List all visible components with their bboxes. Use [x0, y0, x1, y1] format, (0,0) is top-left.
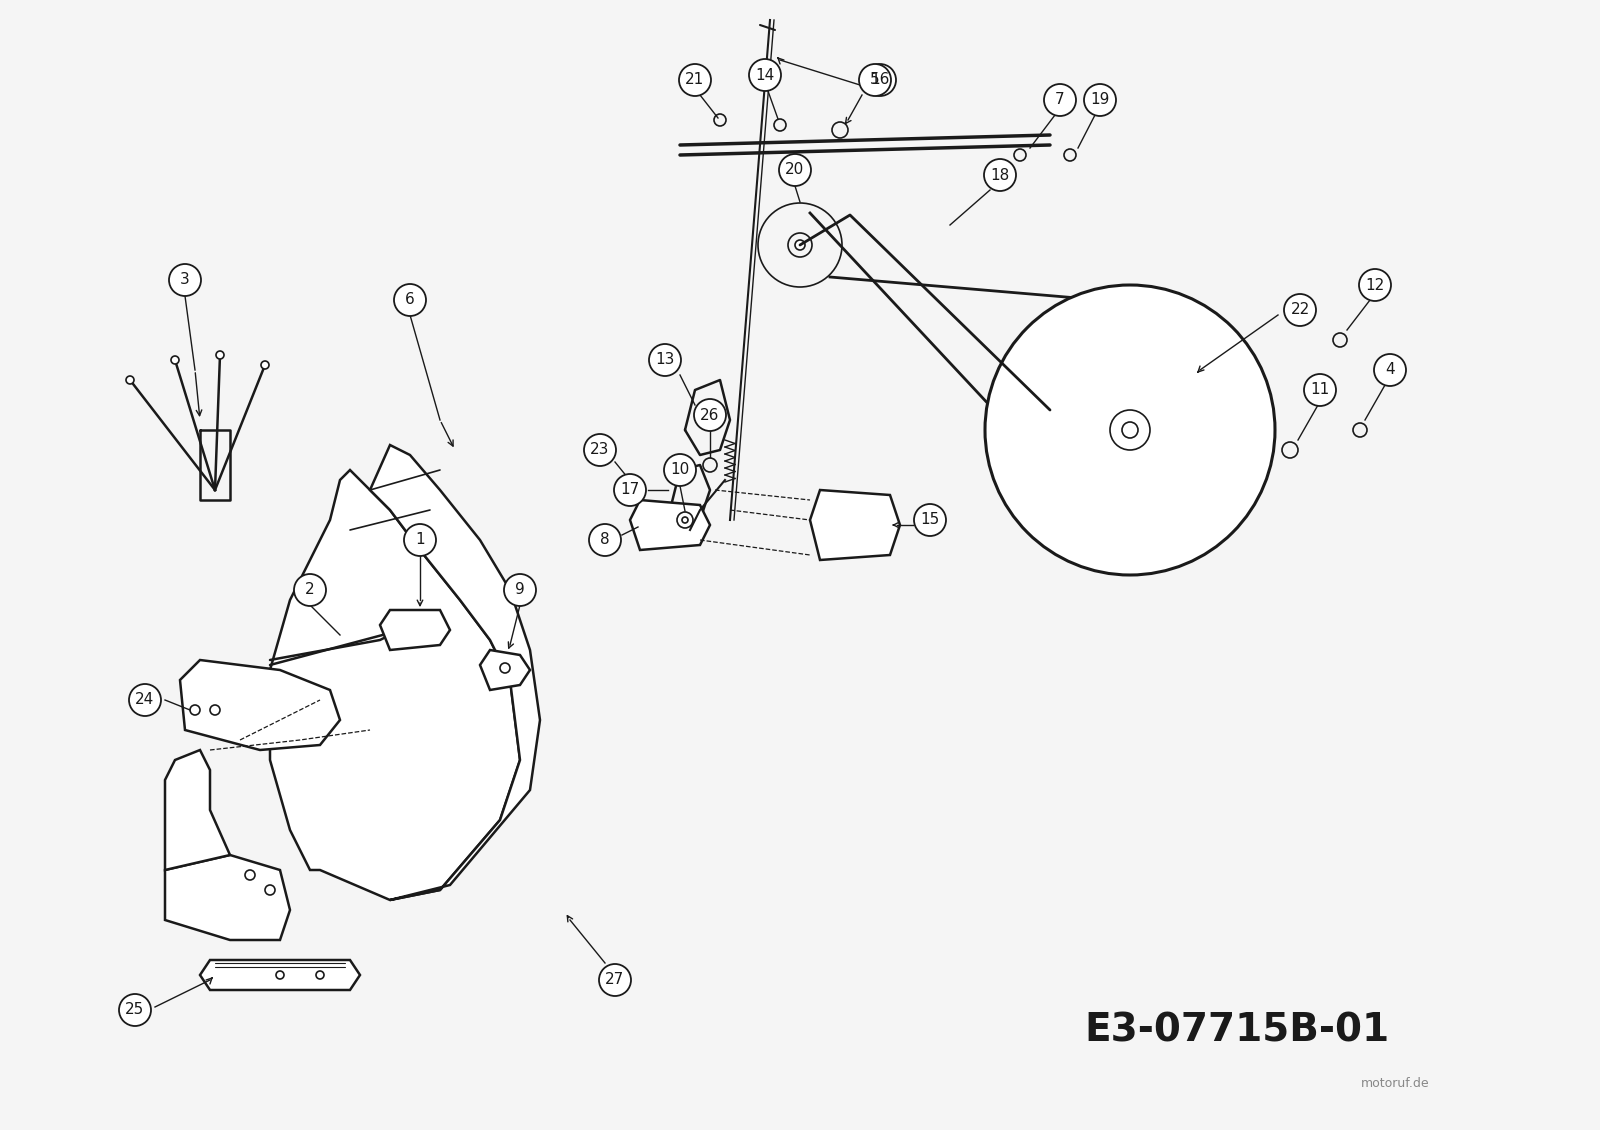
Text: 9: 9 — [515, 582, 525, 598]
Circle shape — [986, 285, 1275, 575]
Circle shape — [614, 473, 646, 506]
Text: 25: 25 — [125, 1002, 144, 1017]
Text: 1: 1 — [414, 532, 426, 548]
Circle shape — [584, 434, 616, 466]
Polygon shape — [179, 660, 339, 750]
Circle shape — [859, 64, 891, 96]
Polygon shape — [381, 610, 450, 650]
Text: 7: 7 — [1054, 93, 1066, 107]
Circle shape — [650, 344, 682, 376]
Circle shape — [126, 376, 134, 384]
Text: 27: 27 — [605, 973, 624, 988]
Text: 3: 3 — [181, 272, 190, 287]
Circle shape — [261, 360, 269, 370]
Text: 19: 19 — [1090, 93, 1110, 107]
Polygon shape — [810, 490, 899, 560]
Text: E3-07715B-01: E3-07715B-01 — [1085, 1012, 1390, 1050]
Text: 22: 22 — [1290, 303, 1310, 318]
Text: 6: 6 — [405, 293, 414, 307]
Circle shape — [170, 264, 202, 296]
Circle shape — [678, 64, 710, 96]
Circle shape — [984, 159, 1016, 191]
Text: 17: 17 — [621, 483, 640, 497]
Text: 12: 12 — [1365, 278, 1384, 293]
Circle shape — [779, 154, 811, 186]
Circle shape — [864, 64, 896, 96]
Text: 10: 10 — [670, 462, 690, 478]
Circle shape — [294, 574, 326, 606]
Circle shape — [664, 454, 696, 486]
Text: 26: 26 — [701, 408, 720, 423]
Circle shape — [1374, 354, 1406, 386]
Circle shape — [216, 351, 224, 359]
Polygon shape — [200, 960, 360, 990]
Circle shape — [1283, 294, 1315, 325]
Text: 20: 20 — [786, 163, 805, 177]
Circle shape — [245, 870, 254, 880]
Circle shape — [589, 524, 621, 556]
Circle shape — [394, 284, 426, 316]
Text: 23: 23 — [590, 443, 610, 458]
Circle shape — [1304, 374, 1336, 406]
Text: 16: 16 — [870, 72, 890, 87]
Text: 21: 21 — [685, 72, 704, 87]
Text: 2: 2 — [306, 582, 315, 598]
Polygon shape — [480, 650, 530, 690]
Text: 4: 4 — [1386, 363, 1395, 377]
Circle shape — [171, 356, 179, 364]
Polygon shape — [270, 470, 520, 899]
Circle shape — [1085, 84, 1117, 116]
Text: 11: 11 — [1310, 382, 1330, 398]
Circle shape — [403, 524, 435, 556]
Circle shape — [118, 994, 150, 1026]
Circle shape — [749, 59, 781, 92]
Circle shape — [795, 240, 805, 250]
Text: motoruf.de: motoruf.de — [1362, 1077, 1430, 1090]
Text: 5: 5 — [870, 72, 880, 87]
Polygon shape — [630, 499, 710, 550]
Polygon shape — [370, 445, 541, 899]
Polygon shape — [165, 855, 290, 940]
Circle shape — [130, 684, 162, 716]
Circle shape — [504, 574, 536, 606]
Circle shape — [914, 504, 946, 536]
Circle shape — [682, 518, 688, 523]
Circle shape — [266, 885, 275, 895]
Text: 13: 13 — [656, 353, 675, 367]
Circle shape — [1043, 84, 1075, 116]
Text: 24: 24 — [136, 693, 155, 707]
Text: 18: 18 — [990, 167, 1010, 183]
Circle shape — [598, 964, 630, 996]
Text: 15: 15 — [920, 513, 939, 528]
Text: 8: 8 — [600, 532, 610, 548]
Polygon shape — [165, 750, 230, 870]
Circle shape — [1122, 421, 1138, 438]
Circle shape — [1358, 269, 1390, 301]
Circle shape — [694, 399, 726, 431]
Text: 14: 14 — [755, 68, 774, 82]
